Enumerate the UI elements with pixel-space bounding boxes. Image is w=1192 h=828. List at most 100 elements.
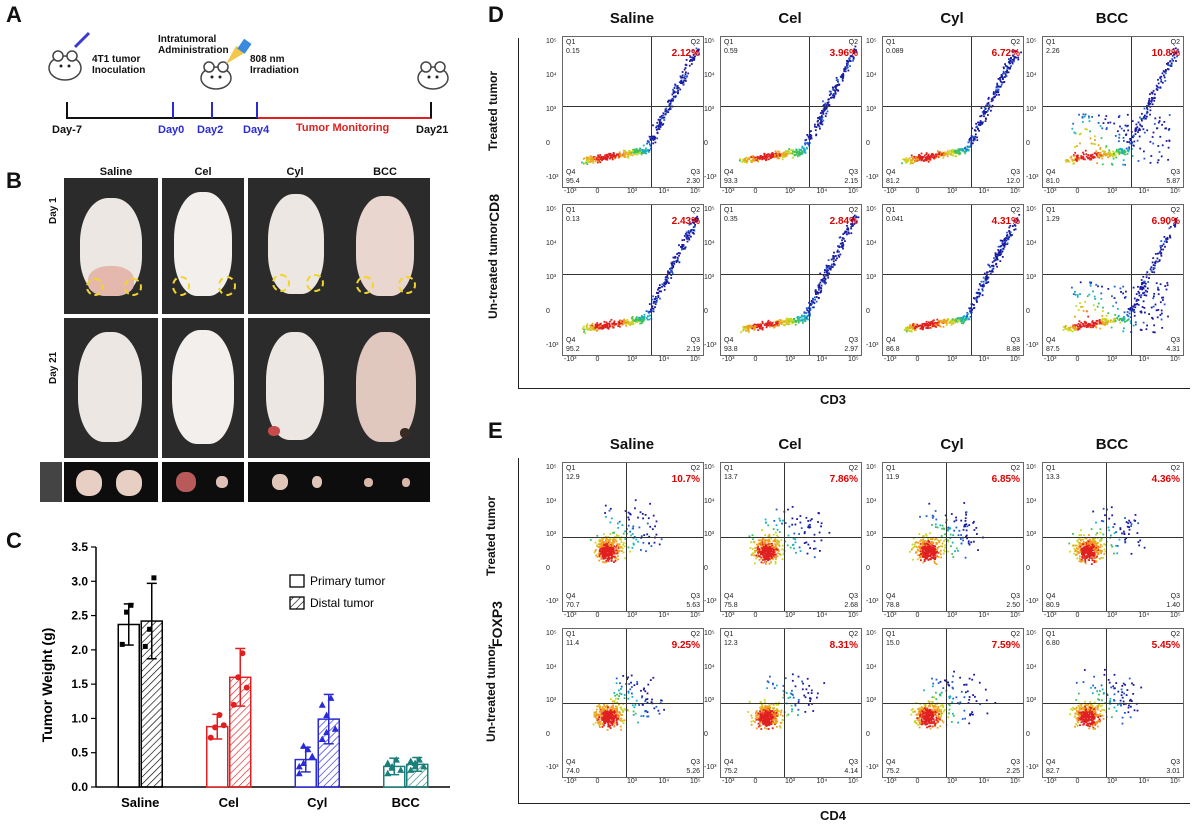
event-dot bbox=[955, 547, 958, 550]
event-dot bbox=[1096, 322, 1098, 325]
event-dot bbox=[679, 88, 682, 91]
event-dot bbox=[623, 545, 626, 548]
event-dot bbox=[650, 147, 652, 150]
event-dot bbox=[819, 118, 821, 120]
event-dot bbox=[1101, 157, 1104, 160]
timeline-tick bbox=[66, 102, 68, 118]
event-dot bbox=[1129, 142, 1132, 145]
event-dot bbox=[1156, 260, 1159, 263]
event-dot bbox=[613, 541, 616, 543]
day-label: Day4 bbox=[243, 124, 270, 136]
event-dot bbox=[846, 66, 849, 69]
event-dot bbox=[934, 562, 936, 564]
event-dot bbox=[920, 549, 922, 551]
event-dot bbox=[609, 545, 612, 547]
event-dot bbox=[1106, 154, 1109, 157]
event-dot bbox=[1127, 149, 1130, 152]
event-dot bbox=[1143, 157, 1146, 160]
event-dot bbox=[1154, 303, 1157, 306]
event-dot bbox=[1128, 312, 1131, 315]
event-dot bbox=[608, 541, 611, 544]
event-dot bbox=[1090, 157, 1092, 160]
event-dot bbox=[986, 277, 989, 280]
event-dot bbox=[757, 539, 760, 542]
event-dot bbox=[765, 326, 768, 329]
event-dot bbox=[774, 538, 777, 541]
event-dot bbox=[774, 543, 777, 546]
event-dot bbox=[778, 550, 780, 552]
event-dot bbox=[940, 556, 942, 559]
event-dot bbox=[668, 282, 670, 284]
event-dot bbox=[823, 277, 826, 280]
event-dot bbox=[1001, 74, 1003, 77]
event-dot bbox=[944, 544, 946, 547]
event-dot bbox=[744, 157, 746, 160]
event-dot bbox=[628, 518, 630, 521]
event-dot bbox=[915, 541, 918, 543]
event-dot bbox=[652, 139, 655, 141]
quadrant-label-q4: Q4 bbox=[566, 337, 576, 344]
quadrant-gate-horizontal bbox=[1043, 274, 1183, 275]
event-dot bbox=[757, 325, 760, 328]
event-dot bbox=[1101, 127, 1104, 130]
event-dot bbox=[832, 260, 835, 263]
event-dot bbox=[999, 76, 1002, 79]
event-dot bbox=[984, 120, 987, 122]
event-dot bbox=[660, 538, 663, 541]
event-dot bbox=[791, 517, 794, 520]
event-dot bbox=[655, 128, 658, 131]
event-dot bbox=[649, 525, 652, 528]
event-dot bbox=[603, 320, 606, 323]
event-dot bbox=[966, 314, 968, 317]
event-dot bbox=[1084, 128, 1087, 130]
event-dot bbox=[992, 93, 995, 96]
event-dot bbox=[1005, 239, 1008, 242]
y-tick-label: -10³ bbox=[546, 598, 559, 605]
event-dot bbox=[1169, 64, 1172, 67]
event-dot bbox=[1009, 233, 1012, 236]
event-dot bbox=[853, 49, 855, 52]
event-dot bbox=[681, 74, 684, 77]
event-dot bbox=[1086, 310, 1089, 313]
event-dot bbox=[848, 232, 850, 235]
event-dot bbox=[679, 75, 682, 78]
event-dot bbox=[1169, 226, 1172, 228]
event-dot bbox=[1107, 319, 1110, 322]
y-tick-label: 10³ bbox=[866, 274, 877, 281]
event-dot bbox=[793, 321, 796, 323]
event-dot bbox=[742, 159, 745, 162]
event-dot bbox=[1160, 248, 1163, 251]
x-tick-label: -10³ bbox=[722, 612, 735, 619]
event-dot bbox=[978, 129, 980, 132]
event-dot bbox=[814, 547, 817, 550]
flow-plot: Q1 12.9 Q2 10.7% Q4 70.7 Q3 5.63 bbox=[562, 462, 704, 612]
event-dot bbox=[926, 155, 929, 158]
event-dot bbox=[820, 114, 823, 117]
event-dot bbox=[764, 541, 766, 544]
data-point bbox=[230, 701, 237, 708]
event-dot bbox=[1074, 151, 1077, 154]
event-dot bbox=[608, 154, 611, 156]
event-dot bbox=[1151, 91, 1154, 94]
event-dot bbox=[1132, 324, 1135, 327]
event-dot bbox=[790, 149, 793, 151]
event-dot bbox=[805, 307, 808, 309]
event-dot bbox=[1157, 78, 1159, 81]
event-dot bbox=[853, 223, 856, 225]
event-dot bbox=[641, 318, 644, 321]
event-dot bbox=[781, 544, 784, 547]
event-dot bbox=[794, 523, 797, 526]
data-point bbox=[407, 766, 415, 773]
event-dot bbox=[598, 554, 601, 556]
event-dot bbox=[807, 318, 809, 321]
event-dot bbox=[919, 515, 921, 518]
event-dot bbox=[1159, 245, 1162, 247]
event-dot bbox=[929, 538, 932, 541]
event-dot bbox=[1123, 311, 1126, 314]
event-dot bbox=[758, 156, 761, 159]
event-dot bbox=[1133, 140, 1136, 143]
event-dot bbox=[646, 140, 649, 142]
event-dot bbox=[995, 94, 998, 96]
event-dot bbox=[664, 282, 666, 285]
event-dot bbox=[821, 279, 824, 282]
